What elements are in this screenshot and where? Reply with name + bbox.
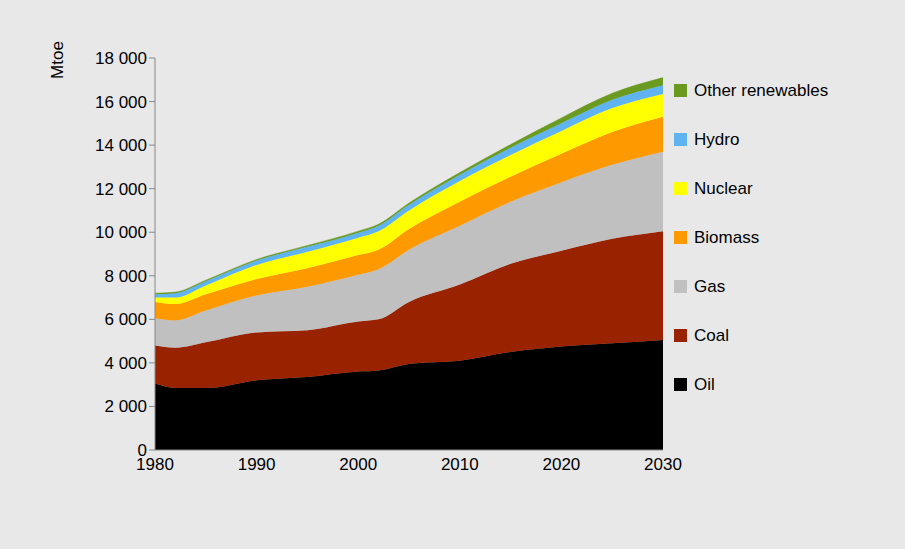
- svg-text:2 000: 2 000: [104, 397, 147, 416]
- svg-text:12 000: 12 000: [95, 180, 147, 199]
- svg-text:2010: 2010: [441, 455, 479, 474]
- svg-text:6 000: 6 000: [104, 310, 147, 329]
- html-text:Biomass: Biomass: [694, 227, 760, 247]
- html-text:Mtoe: Mtoe: [48, 41, 67, 79]
- svg-text:2020: 2020: [542, 455, 580, 474]
- svg-text:16 000: 16 000: [95, 93, 147, 112]
- html-text:Other renewables: Other renewables: [694, 80, 829, 100]
- svg-text:0: 0: [138, 441, 147, 460]
- svg-text:4 000: 4 000: [104, 354, 147, 373]
- svg-text:14 000: 14 000: [95, 136, 147, 155]
- svg-text:1990: 1990: [238, 455, 276, 474]
- svg-text:10 000: 10 000: [95, 223, 147, 242]
- html-text:Hydro: Hydro: [694, 129, 740, 149]
- svg-text:8 000: 8 000: [104, 267, 147, 286]
- svg-text:2030: 2030: [644, 455, 682, 474]
- html-text:Coal: Coal: [694, 325, 729, 345]
- html-text:Oil: Oil: [694, 374, 715, 394]
- svg-text:18 000: 18 000: [95, 49, 147, 68]
- html-text:Nuclear: Nuclear: [694, 178, 753, 198]
- svg-text:1980: 1980: [136, 455, 174, 475]
- html-text:Gas: Gas: [694, 276, 726, 296]
- svg-text:2000: 2000: [339, 455, 377, 474]
